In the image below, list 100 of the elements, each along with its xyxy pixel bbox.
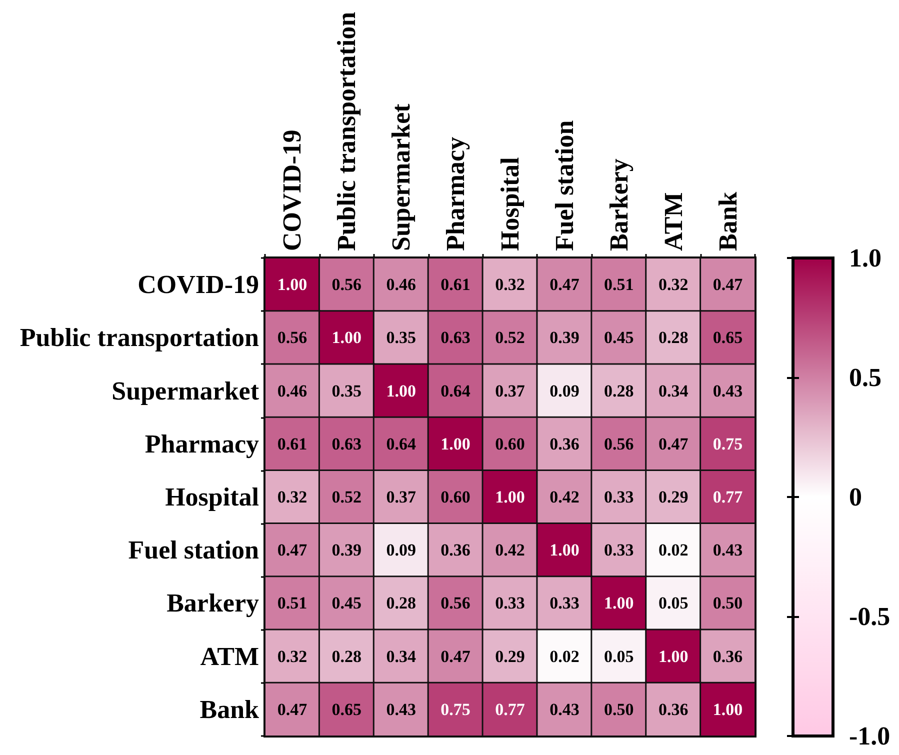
- data-label: 1.00: [712, 700, 743, 719]
- data-label: 0.77: [712, 488, 744, 506]
- y-tick-label: Public transportation: [20, 323, 260, 352]
- data-label: 1.00: [604, 594, 634, 613]
- data-label: 0.77: [495, 700, 526, 719]
- color-bar-label: -0.5: [849, 602, 890, 631]
- y-tick-label: Supermarket: [112, 376, 260, 406]
- x-tick-label: ATM: [658, 192, 688, 251]
- data-label: 0.50: [604, 700, 634, 719]
- data-label: 0.56: [332, 275, 362, 294]
- data-label: 0.64: [440, 381, 471, 400]
- data-label: 0.32: [277, 646, 308, 666]
- data-label: 0.09: [550, 381, 580, 400]
- y-tick-label: ATM: [200, 642, 259, 671]
- data-label: 0.47: [550, 275, 580, 294]
- data-label: 1.00: [332, 328, 362, 348]
- data-label: 0.47: [277, 700, 308, 719]
- data-label: 0.02: [658, 540, 688, 560]
- data-label: 1.00: [495, 488, 525, 506]
- data-label: 0.50: [712, 594, 743, 613]
- data-label: 0.32: [658, 275, 688, 294]
- data-label: 0.52: [332, 488, 362, 506]
- data-label: 0.39: [332, 540, 362, 560]
- data-label: 0.47: [277, 540, 308, 560]
- data-label: 0.51: [604, 275, 634, 294]
- data-label: 0.02: [550, 646, 580, 666]
- data-label: 0.28: [386, 594, 416, 613]
- data-label: 0.46: [386, 275, 416, 294]
- data-label: 0.65: [712, 328, 743, 348]
- data-label: 0.60: [440, 488, 470, 506]
- data-label: 0.56: [440, 594, 470, 613]
- data-label: 0.35: [386, 328, 416, 348]
- x-tick-label: Bank: [713, 191, 742, 251]
- data-label: 0.45: [332, 594, 362, 613]
- data-label: 0.56: [604, 434, 634, 454]
- data-label: 0.36: [550, 434, 580, 454]
- x-tick-label: Hospital: [496, 157, 524, 251]
- data-label: 0.39: [550, 328, 580, 348]
- data-label: 1.00: [386, 381, 416, 400]
- data-label: 0.33: [495, 594, 525, 613]
- data-label: 1.00: [277, 275, 308, 294]
- data-label: 0.43: [386, 700, 416, 719]
- data-label: 0.28: [332, 646, 362, 666]
- data-label: 1.00: [658, 646, 688, 666]
- data-label: 0.36: [440, 540, 470, 560]
- data-label: 0.32: [277, 488, 308, 506]
- data-label: 0.52: [495, 328, 525, 348]
- data-label: 0.61: [440, 275, 470, 294]
- y-tick-label: COVID-19: [138, 270, 259, 300]
- data-label: 1.00: [440, 434, 470, 454]
- data-label: 0.42: [495, 540, 525, 560]
- data-label: 0.36: [712, 646, 743, 666]
- y-tick-label: Barkery: [166, 588, 259, 618]
- data-label: 0.32: [495, 275, 525, 294]
- color-bar-label: -1.0: [849, 722, 890, 750]
- data-label: 0.29: [495, 646, 525, 666]
- data-label: 0.75: [440, 700, 470, 719]
- color-bar-label: 1.0: [849, 244, 882, 272]
- data-label: 0.43: [712, 540, 743, 560]
- data-label: 0.37: [495, 381, 526, 400]
- data-label: 0.61: [277, 434, 308, 454]
- data-label: 0.28: [658, 328, 688, 348]
- data-label: 0.60: [495, 434, 525, 454]
- data-label: 0.46: [277, 381, 308, 400]
- data-label: 0.45: [604, 328, 634, 348]
- data-label: 0.33: [550, 594, 580, 613]
- color-bar-label: 0: [849, 482, 862, 512]
- data-label: 0.09: [386, 540, 416, 560]
- y-tick-label: Bank: [200, 694, 260, 724]
- x-tick-label: Supermarket: [386, 103, 416, 251]
- data-label: 0.28: [604, 381, 634, 400]
- data-label: 0.75: [712, 434, 743, 454]
- data-label: 0.29: [658, 488, 688, 506]
- data-label: 0.47: [440, 646, 471, 666]
- data-label: 0.34: [658, 381, 689, 400]
- data-label: 0.33: [604, 488, 634, 506]
- data-label: 0.05: [604, 646, 634, 666]
- x-tick-label: Pharmacy: [441, 136, 470, 251]
- data-label: 0.47: [658, 434, 689, 454]
- y-tick-label: Pharmacy: [144, 429, 259, 458]
- data-label: 0.33: [604, 540, 634, 560]
- y-tick-label: Hospital: [165, 482, 259, 512]
- data-label: 1.00: [550, 540, 580, 560]
- color-bar-label: 0.5: [849, 363, 882, 392]
- data-label: 0.34: [386, 646, 416, 666]
- y-tick-label: Fuel station: [128, 536, 260, 565]
- x-tick-label: Fuel station: [550, 120, 579, 251]
- data-label: 0.63: [440, 328, 470, 348]
- data-label: 0.36: [658, 700, 688, 719]
- data-label: 0.35: [332, 381, 362, 400]
- data-label: 0.63: [332, 434, 362, 454]
- data-label: 0.64: [386, 434, 416, 454]
- x-tick-label: Barkery: [604, 158, 634, 251]
- data-label: 0.37: [386, 488, 416, 506]
- data-label: 0.42: [550, 488, 580, 506]
- data-label: 0.05: [658, 594, 688, 613]
- data-label: 0.43: [550, 700, 580, 719]
- data-label: 0.65: [332, 700, 362, 719]
- data-label: 0.56: [277, 328, 308, 348]
- data-label: 0.43: [712, 381, 743, 400]
